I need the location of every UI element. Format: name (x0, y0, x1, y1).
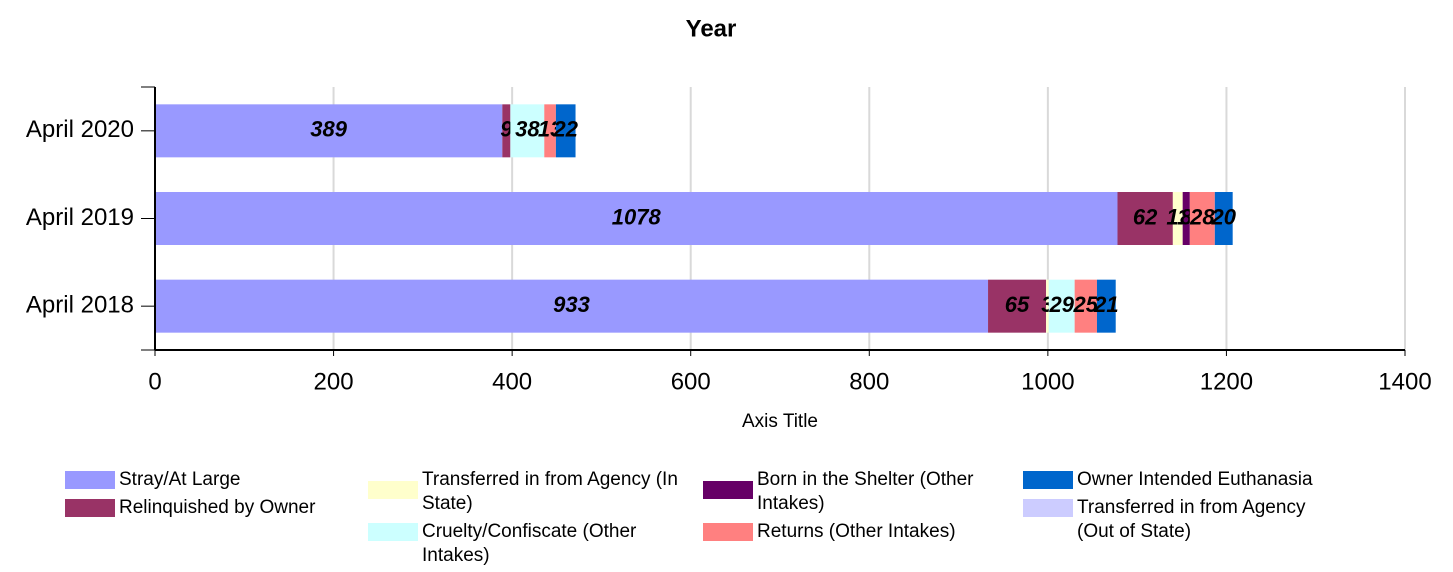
x-tick-label: 0 (148, 368, 161, 395)
bar-segment (1117, 192, 1173, 245)
x-tick-label: 400 (492, 368, 532, 395)
legend-swatch (368, 523, 418, 541)
legend-column: Transferred in from Agency (In State) Cru… (368, 468, 703, 572)
data-label: 9 (500, 117, 513, 142)
legend-item: Transferred in from Agency (Out of State… (1023, 496, 1323, 544)
bar-segment (502, 104, 511, 158)
bar-segment (544, 104, 556, 158)
legend-swatch (1023, 499, 1073, 517)
bar-segment (510, 104, 545, 158)
legend-item: Returns (Other Intakes) (703, 520, 1023, 544)
legend-item: Owner Intended Euthanasia (1023, 468, 1323, 492)
chart: Year Axis Title 0 200 400 600 800 1000 1200 140… (26, 15, 1432, 432)
x-tick-label: 1000 (1021, 368, 1074, 395)
y-tick-label: April 2020 (26, 116, 134, 143)
bar-segment (155, 104, 503, 158)
data-label: 22 (552, 117, 578, 142)
bar-segment (1048, 279, 1075, 333)
x-tick-label: 1400 (1378, 368, 1431, 395)
legend-label: Owner Intended Euthanasia (1077, 469, 1313, 490)
data-label: 389 (310, 117, 347, 142)
legend-label: Returns (Other Intakes) (757, 521, 956, 542)
legend-column: Born in the Shelter (Other Intakes) Retur… (703, 468, 1023, 572)
legend-label: Relinquished by Owner (119, 497, 316, 518)
bar-segment (1074, 279, 1097, 333)
bar-segment (1214, 192, 1233, 245)
data-label: 38 (515, 117, 540, 142)
legend-item: Born in the Shelter (Other Intakes) (703, 468, 1023, 516)
legend-label: Born in the Shelter (Other Intakes) (757, 469, 974, 514)
bar-segment (1096, 279, 1116, 333)
legend-item: Cruelty/Confiscate (Other Intakes) (368, 520, 703, 568)
legend-label: Cruelty/Confiscate (Other Intakes) (422, 521, 637, 566)
legend-label: Stray/At Large (119, 469, 241, 490)
data-label: 933 (553, 292, 590, 317)
y-tick-label: April 2018 (26, 292, 134, 319)
data-label: 25 (1073, 292, 1099, 317)
legend-item: Transferred in from Agency (In State) (368, 468, 703, 516)
data-label: 29 (1048, 292, 1074, 317)
data-label: 21 (1093, 292, 1118, 317)
legend-item: Relinquished by Owner (65, 496, 368, 520)
chart-title: Year (686, 15, 737, 42)
data-label: 65 (1005, 292, 1030, 317)
x-tick-label: 200 (314, 368, 354, 395)
bar-segment (1189, 192, 1215, 245)
legend: Stray/At Large Relinquished by Owner Trans… (65, 468, 1323, 572)
legend-swatch (368, 481, 418, 499)
bar-segment (155, 279, 989, 333)
x-axis-title: Axis Title (742, 411, 818, 432)
legend-column: Owner Intended Euthanasia Transferred in … (1023, 468, 1323, 572)
legend-swatch (65, 499, 115, 517)
bar-segment (555, 104, 576, 158)
data-label: 28 (1189, 204, 1215, 229)
bar-segment (988, 279, 1047, 333)
legend-swatch (703, 523, 753, 541)
x-tick-label: 1200 (1200, 368, 1253, 395)
legend-column: Stray/At Large Relinquished by Owner (65, 468, 368, 572)
bar-segment (1172, 192, 1183, 245)
bar-segment (155, 192, 1118, 245)
legend-swatch (703, 481, 753, 499)
legend-swatch (65, 471, 115, 489)
legend-label: Transferred in from Agency (Out of State… (1077, 497, 1306, 542)
legend-label: Transferred in from Agency (In State) (422, 469, 678, 514)
legend-item: Stray/At Large (65, 468, 368, 492)
bar-segment (1046, 279, 1049, 333)
data-label: 20 (1211, 204, 1237, 229)
y-tick-label: April 2019 (26, 204, 134, 231)
data-label: 1078 (612, 204, 662, 229)
data-label: 62 (1133, 204, 1158, 229)
legend-swatch (1023, 471, 1073, 489)
x-tick-label: 800 (849, 368, 889, 395)
bar-segment (1182, 192, 1190, 245)
x-tick-label: 600 (671, 368, 711, 395)
